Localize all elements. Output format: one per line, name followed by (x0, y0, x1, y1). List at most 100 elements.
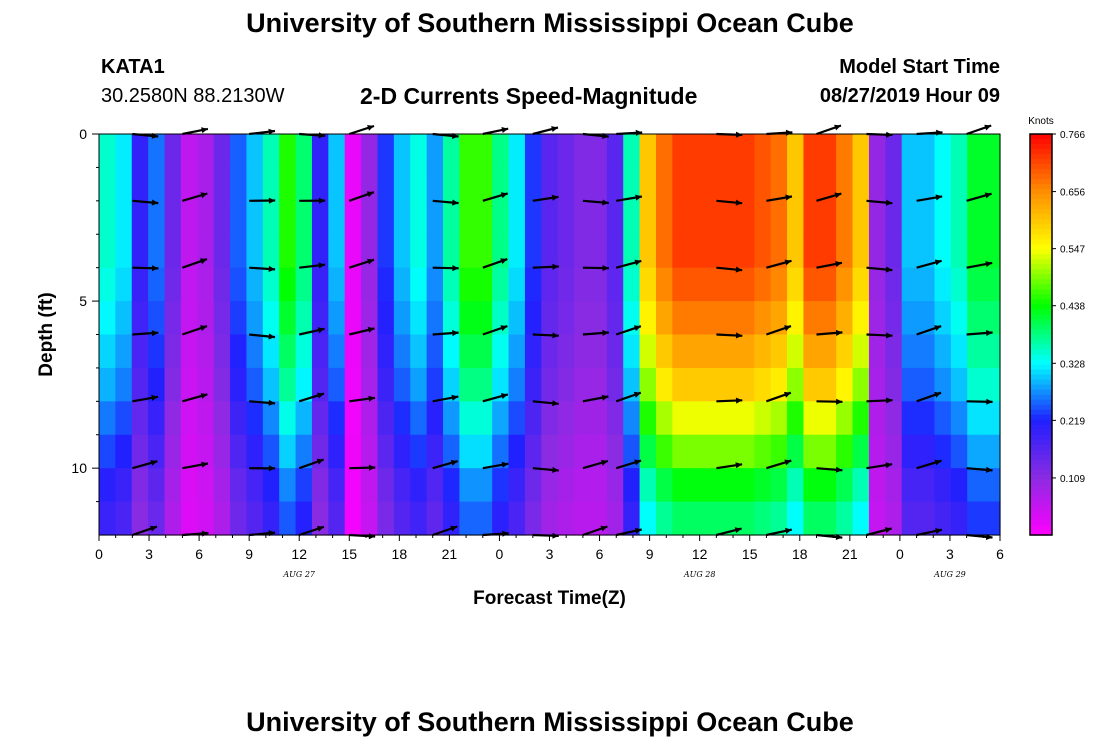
heatmap-cell (983, 301, 1001, 336)
heatmap-cell (230, 501, 248, 536)
heatmap-cell (557, 134, 575, 169)
colorbar-tick-label: 0.766 (1060, 130, 1085, 141)
heatmap-cell (967, 334, 985, 369)
heatmap-cell (524, 401, 542, 436)
heatmap-cell (836, 334, 854, 369)
colorbar-segment (1030, 319, 1052, 326)
heatmap-cell (639, 367, 657, 402)
current-vector (916, 528, 943, 537)
heatmap-cell (246, 267, 264, 302)
colorbar-segment (1030, 384, 1052, 391)
current-vector (615, 259, 642, 269)
heatmap-cell (426, 234, 444, 269)
heatmap-cell (672, 468, 690, 503)
heatmap-cell (918, 434, 936, 469)
heatmap-cell (901, 234, 919, 269)
heatmap-cell (541, 134, 559, 169)
heatmap-cell (230, 468, 248, 503)
heatmap-cell (524, 134, 542, 169)
heatmap-cell (295, 134, 313, 169)
heatmap-cell (967, 501, 985, 536)
heatmap-cell (721, 301, 739, 336)
heatmap-cell (868, 468, 886, 503)
heatmap-cell (344, 401, 362, 436)
heatmap-cell (590, 301, 608, 336)
colorbar-segment (1030, 499, 1052, 506)
colorbar-segment (1030, 174, 1052, 180)
heatmap-cell (344, 200, 362, 235)
heatmap-cell (508, 234, 526, 269)
x-tick-label: 21 (842, 546, 858, 562)
heatmap-cell (328, 468, 346, 503)
heatmap-cell (361, 401, 379, 436)
heatmap-cell (606, 267, 624, 302)
current-vector (866, 332, 893, 339)
heatmap-cell (574, 367, 592, 402)
heatmap-cell (901, 401, 919, 436)
heatmap-cell (328, 167, 346, 202)
heatmap-cell (295, 301, 313, 336)
heatmap-cell (541, 167, 559, 202)
heatmap-cell (541, 434, 559, 469)
colorbar-segment (1030, 474, 1052, 481)
heatmap-cell (426, 134, 444, 169)
heatmap-cell (99, 134, 116, 169)
x-tick-label: 21 (442, 546, 458, 562)
heatmap-cell (492, 267, 510, 302)
heatmap-cell (115, 468, 133, 503)
heatmap-cell (131, 468, 149, 503)
x-axis-label: Forecast Time(Z) (473, 588, 626, 609)
colorbar-segment (1030, 379, 1052, 386)
heatmap-cell (197, 401, 215, 436)
heatmap-cell (541, 334, 559, 369)
heatmap-cell (885, 501, 903, 536)
current-vector (132, 330, 159, 337)
heatmap-cell (393, 134, 411, 169)
heatmap-cell (262, 234, 280, 269)
heatmap-cell (115, 134, 133, 169)
current-vector (916, 459, 942, 470)
colorbar-segment (1030, 464, 1052, 471)
heatmap-cell (393, 200, 411, 235)
heatmap-cell (295, 401, 313, 436)
current-vector (249, 265, 276, 272)
heatmap-cell (803, 267, 821, 302)
heatmap-cell (655, 200, 673, 235)
heatmap-cell (901, 468, 919, 503)
heatmap-cell (344, 434, 362, 469)
heatmap-cell (655, 501, 673, 536)
heatmap-cell (655, 334, 673, 369)
heatmap-cell (197, 200, 215, 235)
heatmap-cell (459, 134, 477, 169)
heatmap-cell (721, 401, 739, 436)
station-coordinates: 30.2580N 88.2130W (101, 85, 285, 107)
current-vector (298, 525, 325, 537)
heatmap-cell (770, 501, 788, 536)
colorbar-segment (1030, 374, 1052, 381)
heatmap-cell (459, 468, 477, 503)
heatmap-cell (688, 200, 706, 235)
heatmap-cell (230, 200, 248, 235)
heatmap-cell (328, 367, 346, 402)
heatmap-cell (279, 334, 297, 369)
heatmap-cell (492, 367, 510, 402)
current-vector (615, 459, 642, 470)
heatmap-cell (557, 501, 575, 536)
colorbar-segment (1030, 429, 1052, 436)
heatmap-cell (213, 301, 231, 336)
heatmap-cell (934, 167, 952, 202)
heatmap-cell (344, 501, 362, 536)
heatmap-cell (623, 501, 641, 536)
heatmap-cell (950, 134, 968, 169)
heatmap-cell (115, 401, 133, 436)
heatmap-cell (115, 267, 133, 302)
heatmap-cell (361, 468, 379, 503)
heatmap-cell (606, 200, 624, 235)
heatmap-cell (901, 200, 919, 235)
current-vector (182, 192, 208, 202)
heatmap-cell (770, 167, 788, 202)
heatmap-cell (524, 468, 542, 503)
heatmap-cell (99, 200, 116, 235)
heatmap-cell (574, 234, 592, 269)
current-vector (349, 395, 376, 403)
